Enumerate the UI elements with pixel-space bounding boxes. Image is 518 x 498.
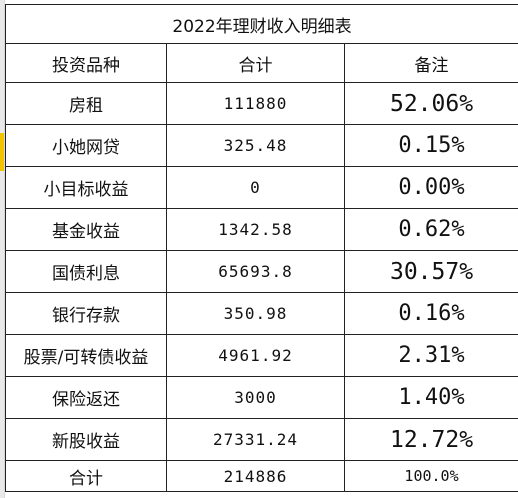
table-row: 国债利息 65693.8 30.57%: [5, 250, 518, 293]
table-row: 小目标收益 0 0.00%: [5, 166, 518, 209]
cell-total[interactable]: 1342.58: [166, 208, 345, 251]
row-header-strip: [0, 0, 5, 498]
cell-total[interactable]: 3000: [166, 376, 345, 419]
total-row: 合计 214886 100.0%: [5, 460, 518, 492]
cell-name[interactable]: 保险返还: [5, 376, 167, 419]
table-row: 股票/可转债收益 4961.92 2.31%: [5, 334, 518, 377]
income-table: 2022年理财收入明细表 投资品种 合计 备注 房租 111880 52.06%…: [4, 4, 518, 492]
footer-total[interactable]: 214886: [166, 460, 345, 492]
table-row: 房租 111880 52.06%: [5, 82, 518, 125]
cell-note[interactable]: 1.40%: [343, 376, 518, 419]
header-total[interactable]: 合计: [166, 43, 345, 83]
header-type[interactable]: 投资品种: [5, 43, 167, 83]
table-row: 保险返还 3000 1.40%: [5, 376, 518, 419]
table-row: 小她网贷 325.48 0.15%: [5, 124, 518, 167]
cell-total[interactable]: 0: [166, 166, 345, 209]
cell-total[interactable]: 27331.24: [166, 418, 345, 461]
table-title[interactable]: 2022年理财收入明细表: [4, 4, 518, 44]
cell-total[interactable]: 4961.92: [166, 334, 345, 377]
cell-name[interactable]: 小目标收益: [5, 166, 167, 209]
cell-note[interactable]: 0.15%: [343, 124, 518, 167]
cell-note[interactable]: 2.31%: [343, 334, 518, 377]
cell-note[interactable]: 0.16%: [343, 292, 518, 335]
cell-name[interactable]: 房租: [5, 82, 167, 125]
selected-row-marker: [0, 133, 4, 171]
cell-note[interactable]: 30.57%: [343, 250, 518, 293]
cell-name[interactable]: 国债利息: [5, 250, 167, 293]
cell-total[interactable]: 65693.8: [166, 250, 345, 293]
footer-note[interactable]: 100.0%: [343, 460, 518, 492]
cell-note[interactable]: 12.72%: [343, 418, 518, 461]
cell-name[interactable]: 基金收益: [5, 208, 167, 251]
table-row: 新股收益 27331.24 12.72%: [5, 418, 518, 461]
table-row: 银行存款 350.98 0.16%: [5, 292, 518, 335]
footer-label[interactable]: 合计: [5, 460, 167, 492]
cell-name[interactable]: 股票/可转债收益: [5, 334, 167, 377]
cell-total[interactable]: 325.48: [166, 124, 345, 167]
cell-total[interactable]: 111880: [166, 82, 345, 125]
cell-total[interactable]: 350.98: [166, 292, 345, 335]
cell-note[interactable]: 0.62%: [343, 208, 518, 251]
header-note[interactable]: 备注: [343, 43, 518, 83]
cell-note[interactable]: 0.00%: [343, 166, 518, 209]
cell-name[interactable]: 新股收益: [5, 418, 167, 461]
cell-name[interactable]: 小她网贷: [5, 124, 167, 167]
cell-name[interactable]: 银行存款: [5, 292, 167, 335]
cell-note[interactable]: 52.06%: [343, 82, 518, 125]
table-row: 基金收益 1342.58 0.62%: [5, 208, 518, 251]
